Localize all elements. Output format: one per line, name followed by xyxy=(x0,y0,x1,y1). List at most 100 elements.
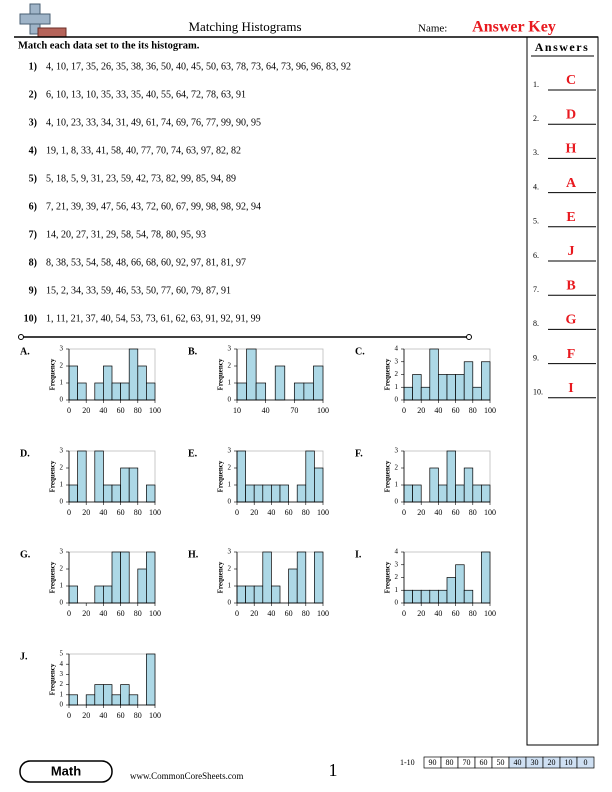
x-tick-label: 80 xyxy=(469,508,477,517)
bar xyxy=(68,365,78,401)
answer-number: 7. xyxy=(533,285,539,294)
histogram-label: A. xyxy=(20,346,30,357)
problem-data: 4, 10, 17, 35, 26, 35, 38, 36, 50, 40, 4… xyxy=(46,61,351,72)
bar xyxy=(303,382,314,401)
x-tick-label: 0 xyxy=(67,711,71,720)
score: 20 xyxy=(548,758,556,767)
y-tick-label: 3 xyxy=(60,548,64,556)
score: 30 xyxy=(531,758,539,767)
bar xyxy=(245,585,255,604)
y-tick-label: 0 xyxy=(395,396,399,404)
bar xyxy=(455,484,465,503)
y-axis-title: Frequency xyxy=(384,561,392,593)
bar xyxy=(236,585,246,604)
bar xyxy=(420,386,431,401)
answer-number: 9. xyxy=(533,353,539,362)
bar xyxy=(463,361,474,401)
problem-data: 14, 20, 27, 31, 29, 58, 54, 78, 80, 95, … xyxy=(46,229,206,240)
bar xyxy=(103,684,113,706)
title: Matching Histograms xyxy=(188,19,301,34)
bar xyxy=(412,374,422,401)
x-tick-label: 40 xyxy=(99,711,107,720)
score: 0 xyxy=(584,758,588,767)
bar xyxy=(463,467,474,503)
x-tick-label: 0 xyxy=(402,406,406,415)
x-tick-label: 0 xyxy=(67,406,71,415)
bar xyxy=(77,382,87,401)
x-tick-label: 40 xyxy=(99,609,107,618)
bar xyxy=(446,577,456,604)
score-cell xyxy=(576,756,595,769)
x-tick-label: 100 xyxy=(149,711,161,720)
bar xyxy=(262,551,272,604)
y-tick-label: 3 xyxy=(60,670,64,678)
bar xyxy=(128,694,139,706)
y-tick-label: 1 xyxy=(395,481,399,489)
y-tick-label: 3 xyxy=(395,357,399,365)
bar xyxy=(236,382,247,401)
x-tick-label: 40 xyxy=(434,508,442,517)
y-tick-label: 2 xyxy=(395,370,399,378)
bar xyxy=(403,589,413,604)
divider xyxy=(18,334,472,340)
bar xyxy=(438,589,448,604)
histogram-label: I. xyxy=(355,549,362,560)
x-tick-label: 60 xyxy=(285,609,293,618)
bar xyxy=(94,684,104,706)
x-tick-label: 60 xyxy=(452,406,460,415)
instructions: Match each data set to the its histogram… xyxy=(18,40,200,51)
bar xyxy=(472,484,482,503)
answer-letter: H xyxy=(566,142,577,157)
bar xyxy=(94,585,104,604)
bar xyxy=(429,589,439,604)
score: 80 xyxy=(446,758,454,767)
y-tick-label: 2 xyxy=(60,680,64,688)
bar xyxy=(446,450,456,503)
y-tick-label: 2 xyxy=(60,565,64,573)
bar xyxy=(305,450,315,503)
answer-letter: F xyxy=(567,347,576,362)
bar xyxy=(236,450,246,503)
bar xyxy=(120,684,130,706)
bar xyxy=(472,386,482,401)
bar xyxy=(120,467,130,503)
y-tick-label: 1 xyxy=(60,481,64,489)
y-axis-title: Frequency xyxy=(384,358,392,390)
x-tick-label: 60 xyxy=(285,508,293,517)
bar xyxy=(403,484,413,503)
y-tick-label: 3 xyxy=(395,447,399,455)
y-axis-title: Frequency xyxy=(217,561,225,593)
x-tick-label: 20 xyxy=(82,711,90,720)
y-tick-label: 0 xyxy=(60,498,64,506)
bar xyxy=(103,585,113,604)
x-tick-label: 100 xyxy=(484,609,496,618)
x-tick-label: 60 xyxy=(117,711,125,720)
x-tick-label: 40 xyxy=(262,406,270,415)
bar xyxy=(481,361,491,401)
bar xyxy=(455,374,465,401)
score: 70 xyxy=(463,758,471,767)
x-tick-label: 80 xyxy=(302,508,310,517)
bar xyxy=(288,568,298,604)
footer: Math www.CommonCoreSheets.com 1 1-10 xyxy=(19,758,415,783)
x-tick-label: 80 xyxy=(134,609,142,618)
score: 40 xyxy=(514,758,522,767)
y-axis-title: Frequency xyxy=(49,663,57,695)
bar xyxy=(455,564,465,604)
y-axis-title: Frequency xyxy=(217,358,225,390)
bar xyxy=(313,365,324,401)
problem-data: 7, 21, 39, 39, 47, 56, 43, 72, 60, 67, 9… xyxy=(46,201,261,212)
x-tick-label: 80 xyxy=(134,711,142,720)
page-number: 1 xyxy=(329,760,338,780)
x-tick-label: 0 xyxy=(402,508,406,517)
bar xyxy=(137,365,147,401)
y-tick-label: 0 xyxy=(395,599,399,607)
answer-letter: B xyxy=(566,278,575,293)
bar xyxy=(137,568,147,604)
y-tick-label: 1 xyxy=(228,481,232,489)
